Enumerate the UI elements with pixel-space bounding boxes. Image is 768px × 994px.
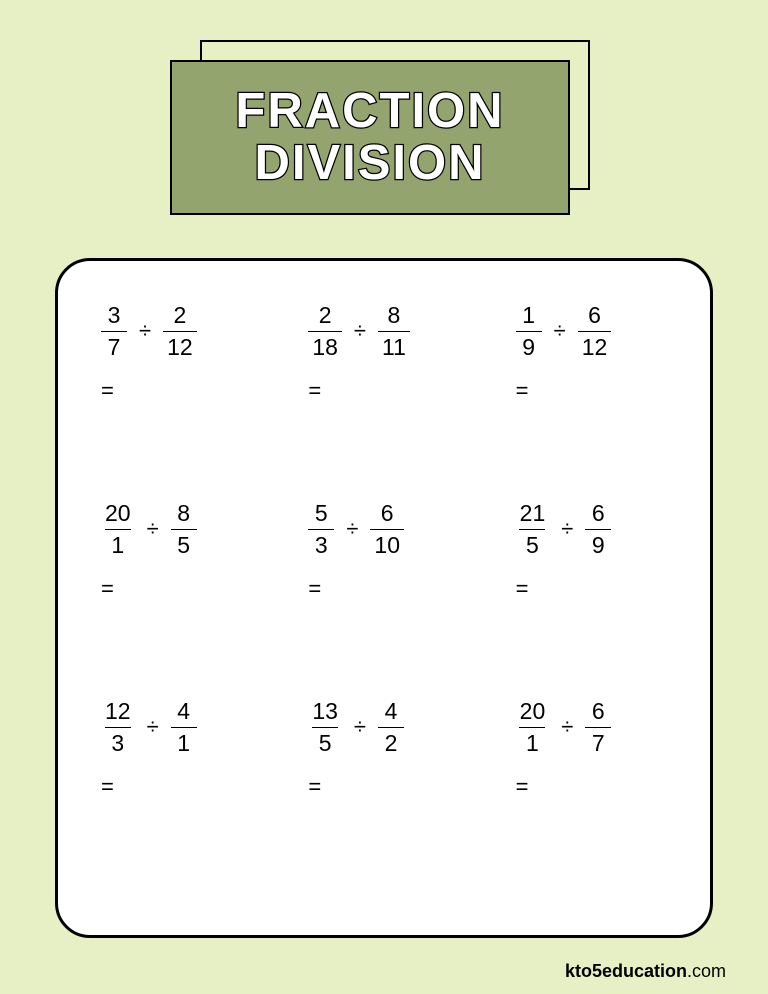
expression: 53 ÷ 610 [308,499,404,560]
numerator: 20 [101,499,135,529]
fraction-b: 69 [585,499,611,560]
fraction-a: 123 [101,697,135,758]
footer-credit: kto5education.com [565,961,726,982]
equals-line: = [308,378,321,404]
denominator: 7 [101,331,127,362]
fraction-a: 201 [516,697,550,758]
numerator: 6 [588,697,609,727]
denominator: 12 [163,331,197,362]
fraction-b: 85 [171,499,197,560]
fraction-a: 19 [516,301,542,362]
denominator: 12 [578,331,612,362]
numerator: 4 [173,697,194,727]
divide-symbol: ÷ [354,318,366,344]
numerator: 8 [173,499,194,529]
problem: 135 ÷ 42 = [290,697,477,895]
denominator: 1 [171,727,197,758]
denominator: 1 [519,727,545,758]
equals-line: = [101,774,114,800]
denominator: 3 [308,529,334,560]
problems-grid: 37÷212=218÷811=19÷612=201÷85=53÷610=215÷… [83,301,685,895]
title-line-2: DIVISION [254,138,485,189]
numerator: 2 [169,301,190,331]
equals-line: = [516,576,529,602]
numerator: 12 [101,697,135,727]
denominator: 11 [378,331,410,362]
fraction-b: 811 [378,301,410,362]
fraction-a: 135 [308,697,342,758]
equals-line: = [101,576,114,602]
numerator: 6 [377,499,398,529]
numerator: 21 [516,499,550,529]
denominator: 3 [105,727,131,758]
fraction-b: 212 [163,301,197,362]
equals-line: = [308,774,321,800]
numerator: 6 [588,499,609,529]
denominator: 9 [585,529,611,560]
problem: 53 ÷ 610 = [290,499,477,697]
fraction-a: 201 [101,499,135,560]
fraction-b: 67 [585,697,611,758]
worksheet-panel: 37÷212=218÷811=19÷612=201÷85=53÷610=215÷… [55,258,713,938]
expression: 201 ÷ 67 [516,697,612,758]
divide-symbol: ÷ [554,318,566,344]
problem: 201 ÷ 85 = [83,499,270,697]
divide-symbol: ÷ [346,516,358,542]
fraction-b: 612 [578,301,612,362]
fraction-b: 42 [378,697,404,758]
divide-symbol: ÷ [561,516,573,542]
equals-line: = [516,774,529,800]
footer-site: kto5education [565,961,687,981]
divide-symbol: ÷ [147,516,159,542]
numerator: 6 [584,301,605,331]
divide-symbol: ÷ [354,714,366,740]
problem: 123 ÷ 41 = [83,697,270,895]
expression: 19 ÷ 612 [516,301,612,362]
title-line-1: FRACTION [235,86,504,137]
expression: 201 ÷ 85 [101,499,197,560]
numerator: 5 [311,499,332,529]
numerator: 3 [104,301,125,331]
denominator: 9 [516,331,542,362]
problem: 37 ÷ 212 = [83,301,270,499]
denominator: 7 [585,727,611,758]
numerator: 8 [384,301,405,331]
denominator: 5 [312,727,338,758]
problem: 218 ÷ 811 = [290,301,477,499]
footer-tld: .com [687,961,726,981]
numerator: 4 [381,697,402,727]
problem: 19 ÷ 612 = [498,301,685,499]
fraction-a: 53 [308,499,334,560]
numerator: 2 [315,301,336,331]
numerator: 1 [518,301,539,331]
numerator: 13 [308,697,342,727]
numerator: 20 [516,697,550,727]
equals-line: = [308,576,321,602]
equals-line: = [516,378,529,404]
expression: 37 ÷ 212 [101,301,197,362]
divide-symbol: ÷ [147,714,159,740]
fraction-a: 218 [308,301,342,362]
title-container: FRACTION DIVISION [170,40,590,220]
denominator: 1 [105,529,131,560]
divide-symbol: ÷ [561,714,573,740]
fraction-b: 41 [171,697,197,758]
expression: 218 ÷ 811 [308,301,410,362]
title-main-rect: FRACTION DIVISION [170,60,570,215]
expression: 215 ÷ 69 [516,499,612,560]
expression: 135 ÷ 42 [308,697,404,758]
problem: 215 ÷ 69 = [498,499,685,697]
fraction-a: 215 [516,499,550,560]
denominator: 2 [378,727,404,758]
denominator: 5 [519,529,545,560]
divide-symbol: ÷ [139,318,151,344]
denominator: 5 [171,529,197,560]
problem: 201 ÷ 67 = [498,697,685,895]
denominator: 18 [308,331,342,362]
denominator: 10 [370,529,404,560]
fraction-b: 610 [370,499,404,560]
equals-line: = [101,378,114,404]
expression: 123 ÷ 41 [101,697,197,758]
fraction-a: 37 [101,301,127,362]
